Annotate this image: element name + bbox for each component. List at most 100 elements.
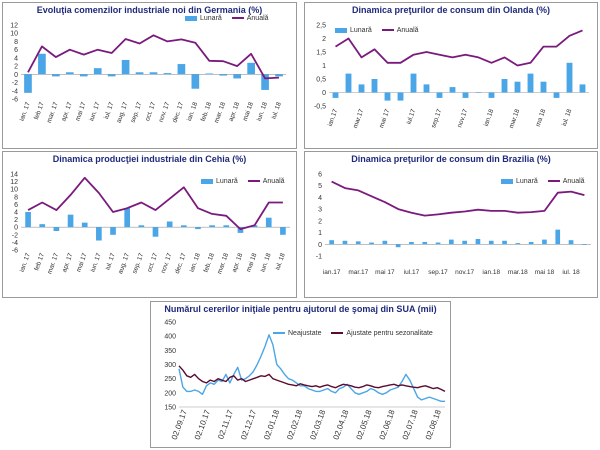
x-tick-label: iul. 18: [561, 108, 574, 127]
legend-label: Anuală: [262, 178, 285, 185]
bar: [163, 73, 172, 75]
legend-label: Anuală: [562, 178, 585, 185]
y-tick-label: 2: [14, 64, 18, 71]
chart-title: Evoluţia comenzilor industriale noi din …: [36, 5, 263, 15]
y-tick-label: -6: [12, 248, 18, 255]
chart-legend: Lunară Anuală: [201, 178, 293, 185]
series-line: [331, 180, 585, 217]
bar: [528, 241, 534, 245]
y-tick-label: 14: [10, 172, 18, 179]
y-tick-label: 1,5: [316, 50, 326, 57]
chart-plot: -1 0 1 2 3 4 5 6 ian.17 mar.17 mai 17 iul.17 sep.17 n…: [316, 172, 591, 276]
bar: [138, 225, 145, 228]
bar: [384, 92, 391, 101]
x-tick-label: mar. 17: [46, 252, 60, 275]
legend-swatch-bar: [185, 15, 197, 21]
x-tick-label: sep. 17: [131, 252, 145, 275]
x-tick-label: iul. 17: [104, 252, 117, 271]
y-tick-label: 5: [318, 183, 322, 190]
y-tick-label: 150: [164, 405, 176, 412]
legend-swatch-line: [381, 29, 394, 32]
x-tick-label: ian.18: [482, 269, 500, 276]
x-tick-label: iun. 17: [89, 252, 102, 273]
y-tick-label: 0,5: [316, 77, 326, 84]
y-tick-label: 2,5: [316, 23, 326, 30]
bar: [515, 243, 521, 245]
x-tick-label: ian. 18: [189, 252, 202, 273]
legend-label: Lunară: [200, 15, 222, 22]
bar: [25, 212, 31, 228]
y-tick-label: -4: [12, 240, 18, 247]
bar: [332, 92, 339, 98]
chart-legend: Neajustate Ajustate pentru sezonalitate: [273, 330, 441, 337]
y-tick-label: 400: [164, 334, 176, 341]
bar: [501, 79, 508, 93]
bar: [107, 74, 116, 77]
bar: [553, 92, 560, 98]
x-tick-label: feb. 18: [203, 252, 217, 273]
x-tick-label: oct. 17: [146, 252, 159, 273]
x-tick-label: oct. 17: [144, 101, 157, 122]
bar: [152, 227, 159, 237]
x-tick-label: nov.17: [455, 269, 474, 276]
x-tick-label: ian. 17: [19, 101, 32, 122]
x-tick-label: 02.09.17: [170, 408, 189, 441]
bar: [449, 87, 456, 93]
chart-panel-us-claims: Numărul cererilor iniţiale pentru ajutor…: [150, 301, 451, 448]
legend-swatch-bar: [335, 27, 347, 33]
bar: [280, 227, 286, 235]
x-tick-label: 02.06.18: [378, 408, 397, 441]
bar: [110, 227, 116, 235]
y-tick-label: 6: [14, 202, 18, 209]
legend-label: Anuală: [396, 27, 419, 34]
bar: [67, 214, 74, 228]
chart-title: Dinamica preţurilor de consum din Olanda…: [351, 5, 551, 15]
legend-label: Ajustate pentru sezonalitate: [346, 330, 433, 337]
chart-title: Numărul cererilor iniţiale pentru ajutor…: [164, 304, 437, 314]
bar: [462, 92, 469, 98]
y-tick-label: 10: [10, 31, 18, 38]
x-tick-label: iun. 18: [256, 101, 269, 122]
x-tick-label: mai 17: [75, 252, 88, 273]
y-tick-label: 2: [14, 217, 18, 224]
bar: [358, 84, 365, 93]
bar: [149, 72, 158, 75]
x-tick-label: iul.17: [405, 108, 417, 125]
x-tick-label: feb 17: [33, 101, 46, 121]
y-tick-label: 1: [318, 230, 322, 237]
bar: [409, 241, 414, 245]
x-tick-label: mar.18: [508, 269, 528, 276]
y-tick-label: -0,5: [314, 104, 326, 111]
legend-swatch-line: [231, 17, 244, 20]
y-tick-label: 2: [318, 218, 322, 225]
bar: [436, 92, 443, 98]
bar: [475, 239, 481, 245]
x-tick-label: feb. 18: [200, 101, 214, 122]
y-tick-label: 0: [322, 90, 326, 97]
x-tick-label: mar. 18: [216, 252, 230, 275]
x-tick-label: mai 18: [242, 101, 255, 122]
chart-plot: -0,5 0 0,5 1 1,5 2 2,5 ian.17 mar.17 mai 17 iul.17…: [314, 23, 589, 129]
bar: [488, 92, 495, 98]
bar: [52, 74, 60, 77]
x-tick-label: iun. 17: [88, 101, 101, 122]
x-tick-label: 02.02.18: [285, 408, 304, 441]
bar: [449, 239, 454, 245]
bar: [382, 240, 388, 245]
bar: [488, 240, 494, 245]
bar: [79, 74, 88, 77]
x-tick-label: nov. 17: [160, 252, 174, 274]
x-tick-label: mar. 17: [46, 101, 60, 124]
y-tick-label: -4: [12, 88, 18, 95]
y-tick-label: 250: [164, 376, 176, 383]
x-tick-label: ian. 17: [19, 252, 32, 273]
bar: [555, 229, 561, 245]
chart-title: Dinamica producţiei industriale din Cehi…: [52, 154, 247, 164]
x-tick-label: apr. 18: [231, 252, 245, 273]
bar: [582, 244, 587, 245]
bar: [502, 240, 507, 245]
x-tick-label: 02.08.18: [424, 408, 443, 441]
chart-panel-brazil: Dinamica preţurilor de consum din Brazil…: [304, 151, 598, 298]
